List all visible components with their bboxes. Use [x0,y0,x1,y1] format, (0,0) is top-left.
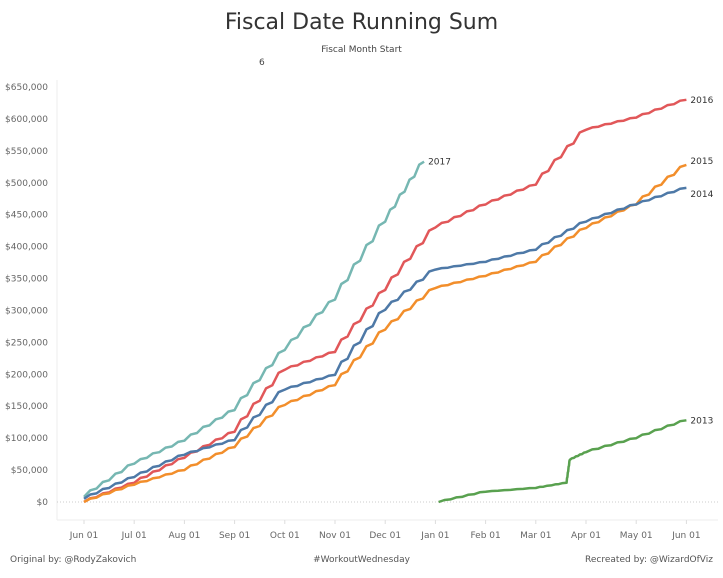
series-label-2015: 2015 [690,157,713,167]
series-label-2014: 2014 [690,190,713,200]
x-tick-label: Apr 01 [571,531,601,541]
x-tick-label: Jun 01 [69,531,98,541]
series-line-2017 [83,160,425,498]
x-tick-label: Dec 01 [369,531,401,541]
x-tick-label: Feb 01 [470,531,500,541]
chart-title: Fiscal Date Running Sum [224,10,499,35]
y-tick-label: $50,000 [11,466,48,476]
footer-credit-recreated: Recreated by: @WizardOfViz [585,555,713,565]
series-line-2016 [83,98,687,504]
series-line-2013 [438,419,687,504]
series-label-2016: 2016 [690,96,713,106]
y-tick-label: $200,000 [5,370,48,380]
y-tick-label: $550,000 [5,147,48,157]
y-tick-label: $650,000 [5,83,48,93]
y-tick-label: $500,000 [5,179,48,189]
footer-credit-original: Original by: @RodyZakovich [10,555,137,565]
series-label-2013: 2013 [690,416,713,426]
x-tick-label: Mar 01 [520,531,551,541]
x-tick-label: Jan 01 [420,531,449,541]
x-tick-label: Jun 01 [671,531,700,541]
y-tick-label: $350,000 [5,275,48,285]
y-tick-label: $400,000 [5,243,48,253]
series-label-2017: 2017 [428,158,451,168]
series-line-2014 [83,186,687,500]
parameter-value[interactable]: 6 [259,58,265,68]
y-tick-label: $250,000 [5,338,48,348]
parameter-label: Fiscal Month Start [321,45,402,55]
y-tick-label: $450,000 [5,211,48,221]
y-tick-label: $0 [37,498,49,508]
x-tick-label: Jul 01 [121,531,147,541]
x-tick-label: Sep 01 [219,531,250,541]
y-tick-label: $150,000 [5,402,48,412]
series-line-2015 [83,163,687,504]
x-tick-label: Nov 01 [319,531,351,541]
y-tick-label: $300,000 [5,306,48,316]
y-tick-label: $100,000 [5,434,48,444]
x-tick-label: Oct 01 [270,531,300,541]
x-tick-label: May 01 [620,531,653,541]
footer-hashtag: #WorkoutWednesday [313,555,410,565]
y-tick-label: $600,000 [5,115,48,125]
x-tick-label: Aug 01 [168,531,200,541]
